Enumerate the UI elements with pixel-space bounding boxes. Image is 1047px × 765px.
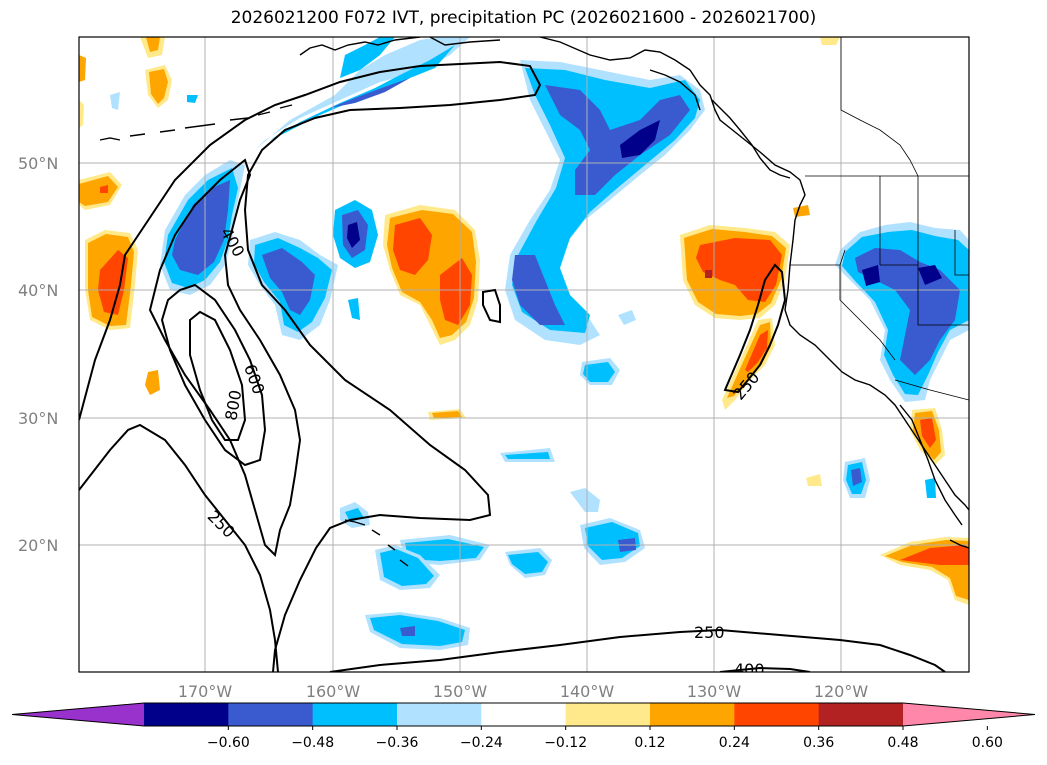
lon-label-120w: 120°W xyxy=(814,682,869,701)
map-title: 2026021200 F072 IVT, precipitation PC (2… xyxy=(230,8,817,28)
lon-label-160w: 160°W xyxy=(306,682,361,701)
colorbar-tick-label: −0.48 xyxy=(291,735,334,751)
colorbar-segment xyxy=(228,703,314,726)
colorbar-segment xyxy=(481,703,567,726)
colorbar-tick-label: −0.24 xyxy=(460,735,503,751)
colorbar-outline xyxy=(11,702,1036,727)
coastlines xyxy=(99,37,969,567)
colorbar-extend-low xyxy=(12,703,144,726)
longitude-labels: 170°W 160°W 150°W 140°W 130°W 120°W xyxy=(178,682,869,701)
colorbar-extend-high xyxy=(903,703,1035,726)
colorbar-tick-label: 0.48 xyxy=(887,735,918,751)
colorbar-segment xyxy=(734,703,820,726)
precipitation-shading xyxy=(79,37,969,650)
colorbar-segment xyxy=(650,703,735,726)
colorbar-segment xyxy=(565,703,651,726)
lat-label-30n: 30°N xyxy=(18,409,58,428)
lat-label-40n: 40°N xyxy=(18,281,58,300)
contour-label-250-south: 250 xyxy=(694,623,725,642)
colorbar-tick-label: 0.60 xyxy=(972,735,1003,751)
lon-label-150w: 150°W xyxy=(433,682,488,701)
colorbar-tick-label: −0.12 xyxy=(544,735,587,751)
ivt-contours xyxy=(79,60,946,672)
lon-label-170w: 170°W xyxy=(178,682,233,701)
colorbar-segment xyxy=(818,703,904,726)
colorbar-segment xyxy=(397,703,482,726)
colorbar-segment xyxy=(144,703,229,726)
colorbar-tick-label: 0.24 xyxy=(719,735,750,751)
map-frame xyxy=(78,36,970,673)
colorbar-tick-label: 0.12 xyxy=(634,735,665,751)
colorbar-tick-label: −0.36 xyxy=(376,735,419,751)
lat-label-20n: 20°N xyxy=(18,536,58,555)
colorbar: −0.60 −0.48 −0.36 −0.24 −0.12 0.12 0.24 0.36 0.4… xyxy=(11,702,1036,751)
colorbar-tick-label: −0.60 xyxy=(207,735,250,751)
colorbar-segment xyxy=(312,703,398,726)
colorbar-tick-label: 0.36 xyxy=(803,735,834,751)
lon-label-130w: 130°W xyxy=(687,682,742,701)
borders xyxy=(790,37,969,401)
latitude-labels: 50°N 40°N 30°N 20°N xyxy=(18,154,58,555)
lat-lon-grid xyxy=(79,37,969,672)
lat-label-50n: 50°N xyxy=(18,154,58,173)
lon-label-140w: 140°W xyxy=(560,682,615,701)
contour-label-400-south: 400 xyxy=(734,660,765,679)
